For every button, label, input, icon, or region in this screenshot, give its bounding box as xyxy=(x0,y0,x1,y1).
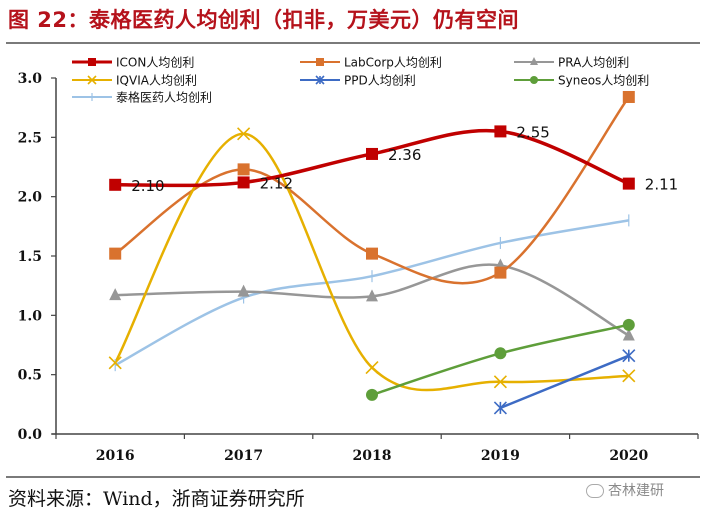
legend: ICON人均创利 LabCorp人均创利 PRA人均创利 IQVIA人均创利 PPD人均… xyxy=(72,56,649,105)
data-label: 2.55 xyxy=(516,123,549,141)
data-label: 2.36 xyxy=(388,146,421,164)
data-point xyxy=(622,177,635,190)
y-tick-label: 0.5 xyxy=(18,368,42,384)
data-point xyxy=(237,176,250,189)
data-point xyxy=(365,360,379,375)
legend-item: ICON人均创利 xyxy=(72,56,194,70)
data-label: 2.10 xyxy=(131,177,164,195)
y-tick-label: 2.0 xyxy=(18,190,43,206)
series-line xyxy=(114,132,629,392)
data-point xyxy=(494,266,507,279)
data-point xyxy=(108,356,122,370)
legend-item: PRA人均创利 xyxy=(514,56,629,70)
data-point xyxy=(237,284,250,297)
data-point xyxy=(622,318,635,331)
y-tick-label: 1.0 xyxy=(18,308,43,324)
y-tick-label: 2.5 xyxy=(18,130,42,146)
data-labels: 2.10 2.12 2.36 2.55 2.11 xyxy=(131,123,678,194)
legend-marker xyxy=(530,76,538,84)
title-divider xyxy=(6,42,700,44)
source-divider xyxy=(6,476,700,478)
data-point xyxy=(366,388,378,401)
axes: 0.0 0.5 1.0 1.5 2.0 2.5 3.0 2016 2017 2018 2019 202… xyxy=(18,71,699,464)
series-line xyxy=(499,354,630,410)
x-tick-label: 2017 xyxy=(224,448,263,464)
legend-marker xyxy=(88,58,96,66)
legend-label: PRA人均创利 xyxy=(558,56,629,70)
series-markers xyxy=(108,90,636,415)
x-tick-label: 2019 xyxy=(481,448,520,464)
source-note: 资料来源：Wind，浙商证券研究所 xyxy=(8,488,305,510)
legend-label: Syneos人均创利 xyxy=(558,74,649,88)
watermark: 杏林建研 xyxy=(586,480,664,500)
data-point xyxy=(366,247,378,260)
data-point xyxy=(493,375,507,389)
data-point xyxy=(109,178,122,191)
data-point xyxy=(622,349,636,363)
legend-item: Syneos人均创利 xyxy=(514,74,649,88)
legend-label: PPD人均创利 xyxy=(344,74,416,88)
wechat-icon xyxy=(586,484,604,498)
data-point xyxy=(366,289,378,302)
legend-item: IQVIA人均创利 xyxy=(72,74,197,88)
x-tick-label: 2016 xyxy=(96,448,135,464)
legend-marker xyxy=(316,58,324,66)
line-chart: ICON人均创利 LabCorp人均创利 PRA人均创利 IQVIA人均创利 PPD人均… xyxy=(18,56,699,464)
legend-marker xyxy=(87,75,97,85)
data-point xyxy=(622,90,635,103)
y-tick-label: 0.0 xyxy=(18,427,43,443)
data-point xyxy=(366,147,378,160)
legend-label: ICON人均创利 xyxy=(116,56,194,70)
legend-item: PPD人均创利 xyxy=(300,74,416,88)
legend-item: 泰格医药人均创利 xyxy=(72,90,212,105)
legend-label: IQVIA人均创利 xyxy=(116,74,197,88)
y-tick-label: 3.0 xyxy=(18,71,43,87)
data-point xyxy=(237,163,250,176)
data-point xyxy=(109,288,122,301)
data-label: 2.12 xyxy=(260,174,293,192)
data-point xyxy=(494,347,507,360)
data-point xyxy=(622,328,635,341)
y-tick-label: 1.5 xyxy=(18,249,42,265)
data-point xyxy=(237,127,251,141)
legend-marker xyxy=(530,57,538,65)
watermark-text: 杏林建研 xyxy=(608,483,664,499)
data-point xyxy=(494,125,507,138)
legend-item: LabCorp人均创利 xyxy=(300,56,442,70)
x-tick-label: 2018 xyxy=(353,448,392,464)
chart-title: 图 22：泰格医药人均创利（扣非，万美元）仍有空间 xyxy=(8,8,520,32)
data-point xyxy=(493,401,507,415)
x-tick-label: 2020 xyxy=(609,448,648,464)
data-point xyxy=(109,247,122,260)
data-point xyxy=(622,369,636,383)
legend-label: 泰格医药人均创利 xyxy=(116,90,212,105)
legend-marker xyxy=(315,75,325,85)
series-line xyxy=(371,323,630,397)
legend-label: LabCorp人均创利 xyxy=(344,56,442,70)
data-label: 2.11 xyxy=(645,176,678,194)
